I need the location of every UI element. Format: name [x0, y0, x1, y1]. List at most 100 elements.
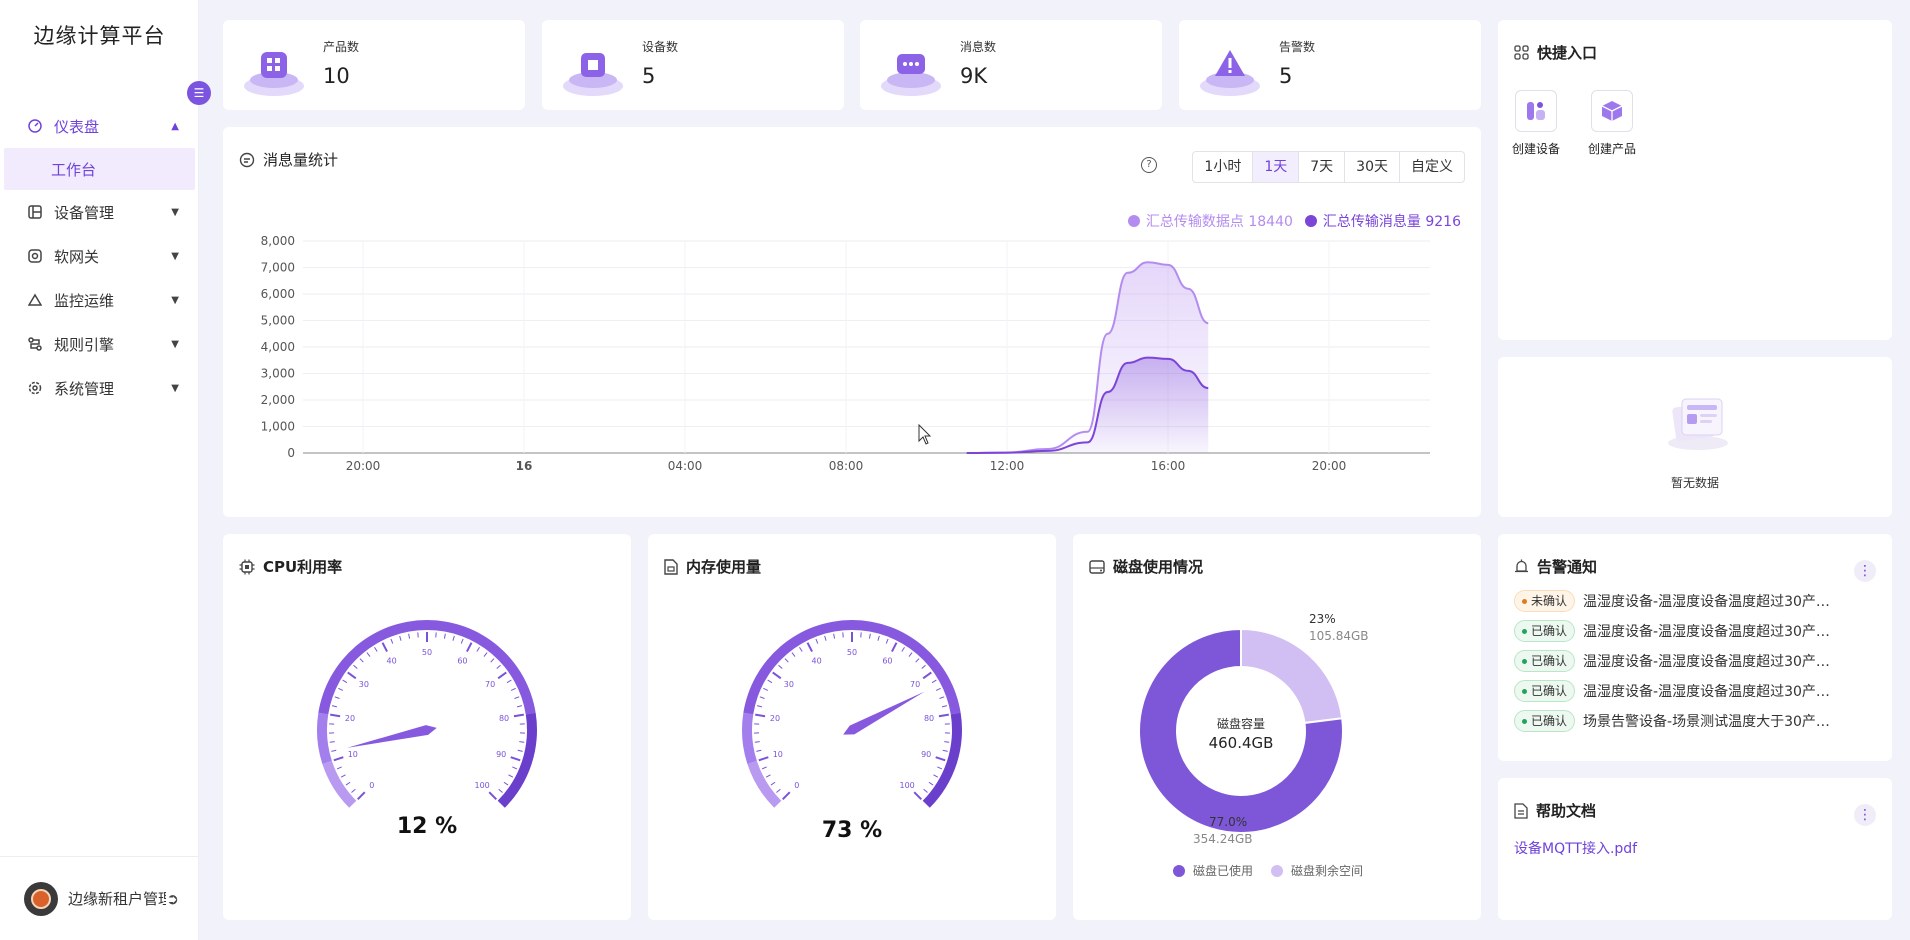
- gauge-tick: [333, 756, 344, 762]
- sidebar-item-system[interactable]: 系统管理 ▼: [0, 366, 199, 410]
- help-docs-title: 帮助文档: [1514, 800, 1596, 821]
- stat-label: 产品数: [323, 40, 360, 54]
- alarm-row[interactable]: 已确认 温湿度设备-温湿度设备温度超过30产…: [1514, 620, 1830, 642]
- stat-label: 告警数: [1279, 40, 1316, 54]
- chevron-down-icon: ▼: [171, 382, 179, 394]
- alarm-row[interactable]: 未确认 温湿度设备-温湿度设备温度超过30产…: [1514, 590, 1830, 612]
- logout-icon[interactable]: ➲: [166, 889, 179, 908]
- mouse-cursor-icon: [918, 424, 932, 445]
- gauge-tick: [781, 791, 791, 801]
- alarm-row[interactable]: 已确认 场景告警设备-场景测试温度大于30产…: [1514, 710, 1830, 732]
- gauge-tick: [506, 679, 512, 684]
- gauge-tick: [923, 788, 928, 793]
- gauge-tick: [915, 658, 920, 663]
- gauge-tick-label: 30: [784, 680, 794, 689]
- disk-title-text: 磁盘使用情况: [1113, 558, 1204, 576]
- y-tick-label: 5,000: [261, 314, 295, 328]
- gauge-tick: [799, 646, 803, 652]
- range-7d[interactable]: 7天: [1298, 152, 1344, 182]
- message-chart-title-text: 消息量统计: [263, 151, 339, 169]
- empty-data-icon: [1668, 398, 1728, 450]
- gauge-tick: [755, 713, 766, 718]
- dashboard-icon: [26, 117, 44, 135]
- gauge-tick: [347, 671, 357, 680]
- range-1d[interactable]: 1天: [1252, 152, 1299, 182]
- gauge-tick: [908, 652, 913, 657]
- sidebar-item-dashboard[interactable]: 仪表盘 ▲: [0, 104, 199, 148]
- user-profile[interactable]: 边缘新租户管理员… ➲: [0, 856, 199, 940]
- alarm-row[interactable]: 已确认 温湿度设备-温湿度设备温度超过30产…: [1514, 650, 1830, 672]
- sidebar-item-monitor[interactable]: 监控运维 ▼: [0, 278, 199, 322]
- help-icon[interactable]: ?: [1141, 157, 1157, 173]
- memory-card: 内存使用量 0 10 20 30 40 50 60 70 80 90 100 73 %: [648, 534, 1056, 920]
- sidebar-item-devices[interactable]: 设备管理 ▼: [0, 190, 199, 234]
- gauge-tick: [938, 713, 949, 718]
- gauge-tick: [498, 788, 503, 793]
- more-options-icon[interactable]: ⋮: [1854, 804, 1876, 826]
- gauge-band-low: [322, 760, 357, 808]
- sidebar-item-label: 设备管理: [54, 203, 115, 222]
- gauge-tick: [330, 713, 341, 718]
- gauge-tick-label: 90: [496, 750, 506, 759]
- gauge-tick: [483, 652, 488, 657]
- chevron-down-icon: ▼: [171, 250, 179, 262]
- gauge-tick: [496, 664, 501, 669]
- gauge-tick: [359, 658, 364, 663]
- gauge-tick-label: 80: [499, 714, 509, 723]
- chip-icon: [563, 53, 623, 96]
- create-device-button[interactable]: 创建设备: [1506, 90, 1566, 157]
- disk-free-pct: 23%: [1309, 612, 1336, 626]
- collapse-sidebar-button[interactable]: ☰: [187, 81, 211, 105]
- more-options-icon[interactable]: ⋮: [1854, 560, 1876, 582]
- doc-link[interactable]: 设备MQTT接入.pdf: [1514, 841, 1638, 857]
- document-icon: [1514, 802, 1528, 819]
- legend-item-messages[interactable]: 汇总传输消息量 9216: [1304, 211, 1461, 231]
- gauge-tick: [381, 642, 388, 653]
- gauge-tick: [815, 638, 819, 644]
- status-badge-text: 已确认: [1531, 714, 1568, 728]
- avatar[interactable]: [24, 881, 58, 916]
- gauge-tick: [754, 741, 760, 743]
- create-product-button[interactable]: 创建产品: [1582, 90, 1642, 157]
- gauge-tick: [508, 774, 514, 778]
- gauge-tick: [784, 658, 789, 663]
- status-badge-text: 已确认: [1531, 654, 1568, 668]
- legend-item-free[interactable]: 磁盘剩余空间: [1271, 862, 1363, 879]
- legend-item-datapoints[interactable]: 汇总传输数据点 18440: [1127, 211, 1293, 231]
- y-tick-label: 1,000: [261, 420, 295, 434]
- alarm-text: 温湿度设备-温湿度设备温度超过30产…: [1583, 684, 1830, 700]
- legend-label: 汇总传输消息量 9216: [1322, 214, 1461, 230]
- gauge-tick: [761, 766, 767, 770]
- product-icon: [244, 52, 304, 96]
- gauge-tick: [756, 749, 762, 752]
- range-1h[interactable]: 1小时: [1204, 159, 1242, 175]
- gauge-needle: [843, 691, 925, 735]
- message-chart-title: 消息量统计: [239, 149, 338, 170]
- y-tick-label: 8,000: [261, 234, 295, 248]
- gauge-tick: [356, 791, 366, 801]
- series-line: [966, 356, 1209, 454]
- chevron-down-icon: ▼: [171, 206, 179, 218]
- memory-icon: [664, 558, 678, 575]
- gauge-tick: [868, 633, 871, 639]
- help-docs-title-text: 帮助文档: [1536, 802, 1597, 820]
- range-custom[interactable]: 自定义: [1399, 152, 1464, 182]
- alarm-row[interactable]: 已确认 温湿度设备-温湿度设备温度超过30产…: [1514, 680, 1830, 702]
- sidebar-subitem-workbench[interactable]: 工作台: [4, 148, 195, 190]
- monitor-icon: [26, 291, 44, 309]
- y-tick-label: 4,000: [261, 340, 295, 354]
- gauge-tick: [512, 766, 518, 770]
- gauge-band-low: [747, 760, 782, 808]
- gauge-tick-label: 50: [847, 648, 857, 657]
- status-badge: 已确认: [1514, 680, 1576, 702]
- sidebar-item-rules[interactable]: 规则引擎 ▼: [0, 322, 199, 366]
- gauge-tick: [345, 781, 351, 786]
- stat-card-products: 产品数 10: [223, 20, 525, 110]
- range-30d[interactable]: 30天: [1344, 152, 1399, 182]
- sidebar-item-gateway[interactable]: 软网关 ▼: [0, 234, 199, 278]
- alarm-bell-icon: [1514, 559, 1529, 574]
- alarm-text: 温湿度设备-温湿度设备温度超过30产…: [1583, 594, 1830, 610]
- create-product-icon: [1591, 90, 1633, 132]
- donut-slice-free: [1240, 627, 1344, 725]
- legend-item-used[interactable]: 磁盘已使用: [1173, 862, 1253, 879]
